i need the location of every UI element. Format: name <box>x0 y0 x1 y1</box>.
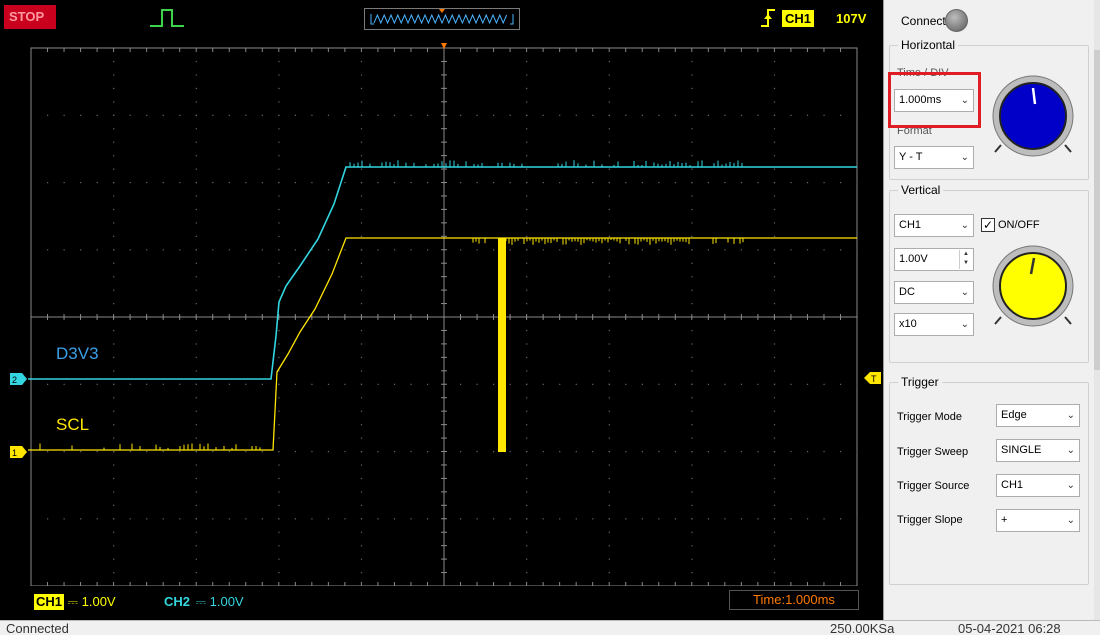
ch2-scale-value: ⎓ 1.00V <box>195 594 244 609</box>
ch1-scale-value: ⎓ 1.00V <box>67 594 116 609</box>
time-knob[interactable] <box>985 74 1081 158</box>
probe-value: x10 <box>899 318 917 330</box>
scl-label: SCL <box>56 415 89 434</box>
panel-scrollbar[interactable] <box>1094 0 1100 620</box>
time-scale-readout: Time:1.000ms <box>729 590 859 610</box>
svg-text:T: T <box>871 374 877 384</box>
svg-text:1: 1 <box>12 448 17 458</box>
d3v3-noise <box>349 160 743 167</box>
channel-select[interactable]: CH1 ⌄ <box>894 214 974 237</box>
chevron-down-icon: ⌄ <box>960 95 969 106</box>
time-div-value: 1.000ms <box>899 94 942 106</box>
check-icon: ✓ <box>981 218 995 233</box>
time-div-highlight <box>888 72 981 128</box>
connect-status: Connect: <box>901 9 1091 33</box>
scl-glitch <box>498 238 506 452</box>
chevron-down-icon: ⌄ <box>1066 480 1075 491</box>
sample-rate: 250.00KSa <box>830 621 895 635</box>
channel-value: CH1 <box>899 219 922 231</box>
trigger-slope-label: Trigger Slope <box>897 514 963 526</box>
waveform-overview[interactable] <box>364 8 520 30</box>
control-panel: Connect: Horizontal Time / DIV 1.000ms ⌄… <box>883 0 1100 620</box>
trigger-status: CH1 107V <box>757 6 879 30</box>
volts-div-spinner[interactable]: 1.00V ▲ ▼ <box>894 248 974 271</box>
status-bar: Connected 250.00KSa 05-04-2021 06:28 <box>0 620 1100 635</box>
vertical-group: Vertical <box>889 183 1089 363</box>
trigger-slope-value: + <box>1001 514 1008 526</box>
time-div-select[interactable]: 1.000ms ⌄ <box>894 89 974 112</box>
ch1-tag: CH1 <box>34 594 65 610</box>
run-stop-badge[interactable]: STOP <box>4 5 56 29</box>
vertical-title: Vertical <box>901 183 941 197</box>
trigger-title: Trigger <box>901 375 939 389</box>
chevron-down-icon: ⌄ <box>1066 515 1075 526</box>
scrollbar-thumb[interactable] <box>1094 50 1100 370</box>
chevron-down-icon: ⌄ <box>960 220 969 231</box>
date-time: 05-04-2021 06:28 <box>958 621 1061 635</box>
format-select[interactable]: Y - T ⌄ <box>894 146 974 169</box>
connect-led-icon[interactable] <box>945 9 968 32</box>
scope-top-bar: STOP CH1 107V <box>0 0 883 34</box>
format-label: Format <box>897 125 932 137</box>
volts-div-value: 1.00V <box>899 253 928 265</box>
volts-knob[interactable] <box>985 244 1081 330</box>
oscilloscope-display: STOP CH1 107V D3V3 SCL <box>0 0 883 620</box>
plot-grid <box>30 43 858 586</box>
d3v3-label: D3V3 <box>56 344 99 363</box>
trigger-mode-select[interactable]: Edge ⌄ <box>996 404 1080 427</box>
ch2-level-marker[interactable]: 2 <box>10 373 27 385</box>
trigger-group: Trigger <box>889 375 1089 585</box>
coupling-select[interactable]: DC ⌄ <box>894 281 974 304</box>
rising-edge-icon <box>761 9 775 27</box>
trigger-sweep-select[interactable]: SINGLE ⌄ <box>996 439 1080 462</box>
coupling-value: DC <box>899 286 915 298</box>
onoff-label: ON/OFF <box>998 219 1040 231</box>
chevron-down-icon: ⌄ <box>960 319 969 330</box>
trigger-sweep-value: SINGLE <box>1001 444 1042 456</box>
trigger-mode-label: Trigger Mode <box>897 411 963 423</box>
trigger-source-value: CH1 <box>1001 479 1024 491</box>
horizontal-title: Horizontal <box>901 38 956 52</box>
trigger-sweep-label: Trigger Sweep <box>897 446 969 458</box>
format-value: Y - T <box>899 151 923 163</box>
waveform-plot[interactable]: D3V3 SCL 2 1 T <box>0 34 883 586</box>
onoff-checkbox[interactable]: ✓ ON/OFF <box>981 217 1040 233</box>
svg-text:2: 2 <box>12 375 17 385</box>
trigger-level-marker[interactable]: T <box>864 372 881 384</box>
connect-label: Connect: <box>901 14 950 28</box>
ch1-level-marker[interactable]: 1 <box>10 446 27 458</box>
trigger-source-select[interactable]: CH1 ⌄ <box>996 474 1080 497</box>
probe-select[interactable]: x10 ⌄ <box>894 313 974 336</box>
trigger-slope-select[interactable]: + ⌄ <box>996 509 1080 532</box>
scl-trace <box>28 237 857 451</box>
scope-bottom-bar: CH1 ⎓ 1.00V CH2 ⎓ 1.00V Time:1.000ms <box>0 586 883 614</box>
overview-wave-icon <box>370 9 514 25</box>
spin-arrows-icon[interactable]: ▲ ▼ <box>959 250 972 269</box>
ch1-scale: CH1 ⎓ 1.00V <box>34 594 116 610</box>
ch2-tag: CH2 <box>164 594 191 609</box>
chevron-down-icon: ⌄ <box>960 152 969 163</box>
chevron-down-icon: ⌄ <box>1066 410 1075 421</box>
scl-noise <box>39 238 744 450</box>
trigger-channel: CH1 <box>782 10 815 27</box>
pulse-icon <box>150 9 184 27</box>
d3v3-trace <box>28 166 857 380</box>
connection-status: Connected <box>6 621 69 635</box>
chevron-down-icon: ⌄ <box>960 287 969 298</box>
chevron-down-icon: ⌄ <box>1066 445 1075 456</box>
trigger-source-label: Trigger Source <box>897 480 970 492</box>
trigger-level: 107V <box>836 11 867 26</box>
ch2-scale: CH2 ⎓ 1.00V <box>162 594 244 610</box>
trigger-mode-value: Edge <box>1001 409 1027 421</box>
